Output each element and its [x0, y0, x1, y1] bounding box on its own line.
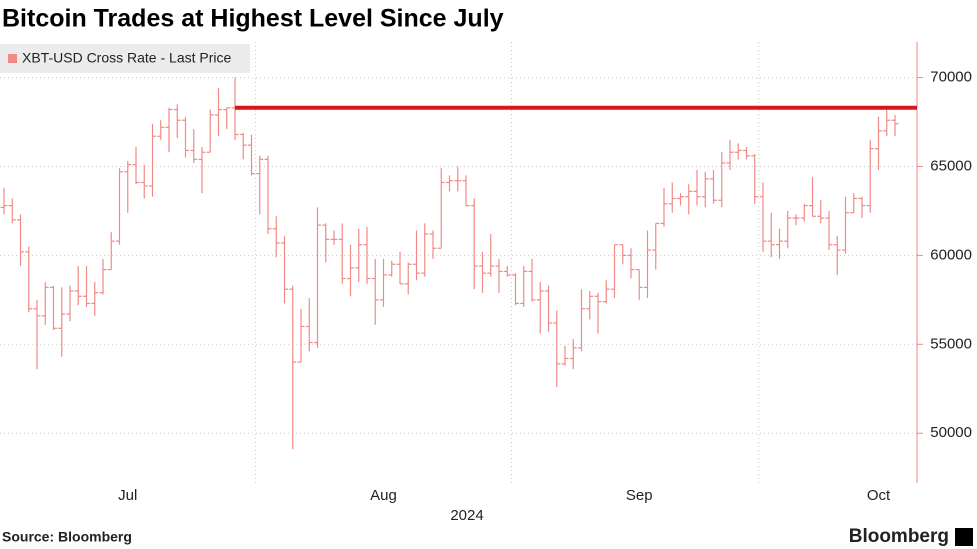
y-tick-label: 60000 [930, 246, 972, 263]
legend-label: XBT-USD Cross Rate - Last Price [22, 50, 231, 66]
source-note: Source: Bloomberg [2, 529, 132, 545]
y-tick-label: 50000 [930, 424, 972, 441]
x-tick-label: Aug [370, 487, 397, 504]
x-tick-label: Sep [626, 487, 653, 504]
y-tick-label: 65000 [930, 157, 972, 174]
y-tick-label: 55000 [930, 335, 972, 352]
legend-swatch [8, 54, 17, 63]
x-axis-label: 2024 [450, 507, 483, 524]
legend-box [0, 44, 250, 73]
y-tick-label: 70000 [930, 69, 972, 86]
logo: Bloomberg [849, 526, 949, 547]
x-tick-label: Jul [118, 487, 137, 504]
logo-icon [955, 528, 973, 546]
chart-title: Bitcoin Trades at Highest Level Since Ju… [2, 5, 504, 33]
x-tick-label: Oct [867, 487, 891, 504]
